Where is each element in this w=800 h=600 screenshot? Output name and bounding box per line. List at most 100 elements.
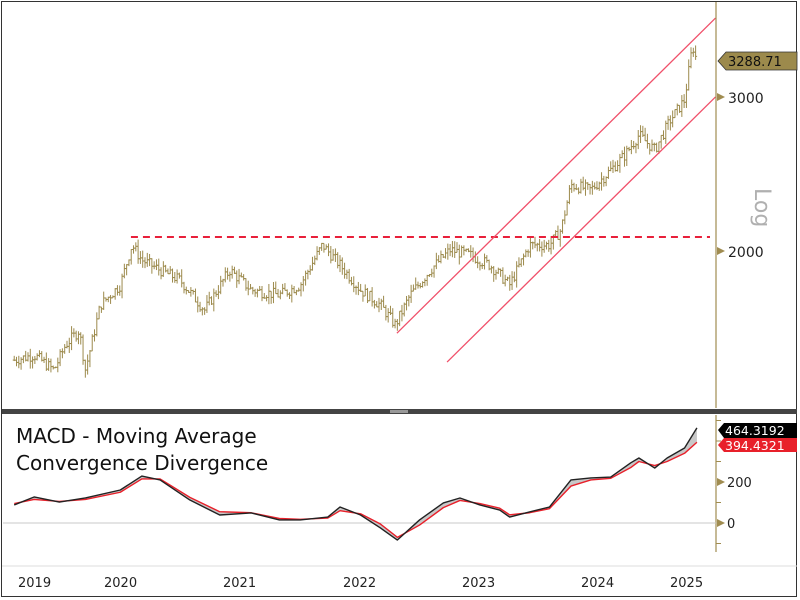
- price-bar: [609, 161, 613, 172]
- price-bar: [148, 253, 152, 267]
- price-bar: [505, 276, 509, 281]
- price-bar: [249, 283, 253, 290]
- macd-lines: [13, 427, 698, 541]
- annotations: [130, 17, 716, 363]
- price-bar: [122, 263, 126, 279]
- price-bar: [432, 265, 436, 278]
- price-bar: [425, 274, 429, 286]
- price-bar: [315, 246, 319, 261]
- price-bar: [320, 242, 324, 251]
- price-bar: [345, 269, 349, 280]
- price-bar: [666, 115, 670, 130]
- price-bar: [31, 356, 35, 369]
- channel-lower-line[interactable]: [446, 96, 716, 363]
- price-bar: [228, 271, 232, 282]
- x-tick-label: 2022: [343, 576, 376, 591]
- price-bar: [226, 267, 230, 280]
- price-bar: [322, 242, 326, 253]
- price-bar: [198, 301, 202, 312]
- price-bar: [453, 241, 457, 258]
- price-bar: [393, 318, 397, 329]
- price-bar: [593, 182, 597, 190]
- price-bar: [343, 262, 347, 279]
- price-bar: [200, 307, 204, 316]
- price-bar: [60, 348, 64, 359]
- price-bar: [395, 319, 399, 331]
- channel-upper-line[interactable]: [396, 17, 716, 334]
- price-bar: [67, 337, 71, 353]
- price-bar: [405, 295, 409, 311]
- price-bar: [212, 288, 216, 312]
- price-bar: [134, 242, 138, 252]
- macd-tick-200: 200: [717, 476, 752, 491]
- signal-value-label: 394.4321: [725, 438, 785, 453]
- price-bar: [271, 282, 275, 304]
- price-bar: [372, 299, 376, 309]
- x-tick-label: 2020: [104, 576, 137, 591]
- price-bar: [639, 125, 643, 144]
- price-bar: [182, 281, 186, 294]
- price-bar: [664, 120, 668, 144]
- price-bar: [606, 166, 610, 179]
- price-bar: [533, 236, 537, 249]
- x-axis: 2019 2020 2021 2022 2023 2024 2025: [18, 576, 703, 591]
- price-bar: [191, 289, 195, 295]
- price-bar: [76, 331, 80, 345]
- price-bar: [391, 308, 395, 328]
- price-bar: [193, 288, 197, 303]
- price-bars: [12, 45, 698, 378]
- price-bar: [207, 291, 211, 306]
- price-bar: [338, 255, 342, 273]
- price-bar: [349, 276, 353, 286]
- price-bar: [494, 269, 498, 280]
- price-bar: [120, 273, 124, 299]
- price-bar: [659, 134, 663, 149]
- price-bar: [515, 261, 519, 288]
- price-bar: [35, 353, 39, 361]
- price-bar: [235, 270, 239, 288]
- macd-tick-label: 0: [727, 517, 735, 532]
- price-bar: [301, 276, 305, 292]
- price-bar: [285, 289, 289, 297]
- price-bar: [485, 255, 489, 263]
- price-tick-2000: 2000: [717, 245, 764, 261]
- price-bar: [643, 127, 647, 142]
- price-bar: [340, 257, 344, 275]
- price-bar: [44, 352, 48, 371]
- price-bar: [265, 295, 269, 302]
- macd-value-label: 464.3192: [725, 423, 785, 438]
- last-price-label: 3288.71: [728, 55, 782, 70]
- price-bar: [56, 357, 60, 373]
- price-bar: [620, 150, 624, 159]
- price-bar: [97, 305, 101, 320]
- price-bar: [501, 267, 505, 284]
- price-tick-label: 2000: [728, 245, 764, 261]
- price-bar: [281, 283, 285, 295]
- price-bar: [109, 294, 113, 304]
- price-bar: [414, 277, 418, 290]
- price-bar: [583, 179, 587, 196]
- price-bar: [489, 265, 493, 274]
- price-bar: [230, 265, 234, 279]
- price-bar: [423, 278, 427, 287]
- price-bar: [680, 95, 684, 117]
- price-bar: [476, 256, 480, 269]
- price-bar: [113, 288, 117, 300]
- price-bar: [260, 286, 264, 302]
- separator-handle[interactable]: [390, 410, 408, 413]
- price-bar: [547, 239, 551, 252]
- price-tick-3000: 3000: [717, 91, 764, 107]
- price-bar: [276, 288, 280, 298]
- price-bar: [15, 356, 19, 367]
- price-bar: [446, 243, 450, 260]
- price-bar: [689, 47, 693, 69]
- price-bar: [70, 326, 74, 351]
- last-price-tag: 3288.71: [717, 51, 798, 71]
- price-bar: [636, 130, 640, 150]
- price-bar: [132, 245, 136, 254]
- log-scale-label[interactable]: Log: [749, 188, 774, 227]
- price-bar: [632, 140, 636, 150]
- price-bar: [579, 178, 583, 194]
- x-tick-label: 2025: [670, 576, 703, 591]
- price-bar: [21, 355, 25, 364]
